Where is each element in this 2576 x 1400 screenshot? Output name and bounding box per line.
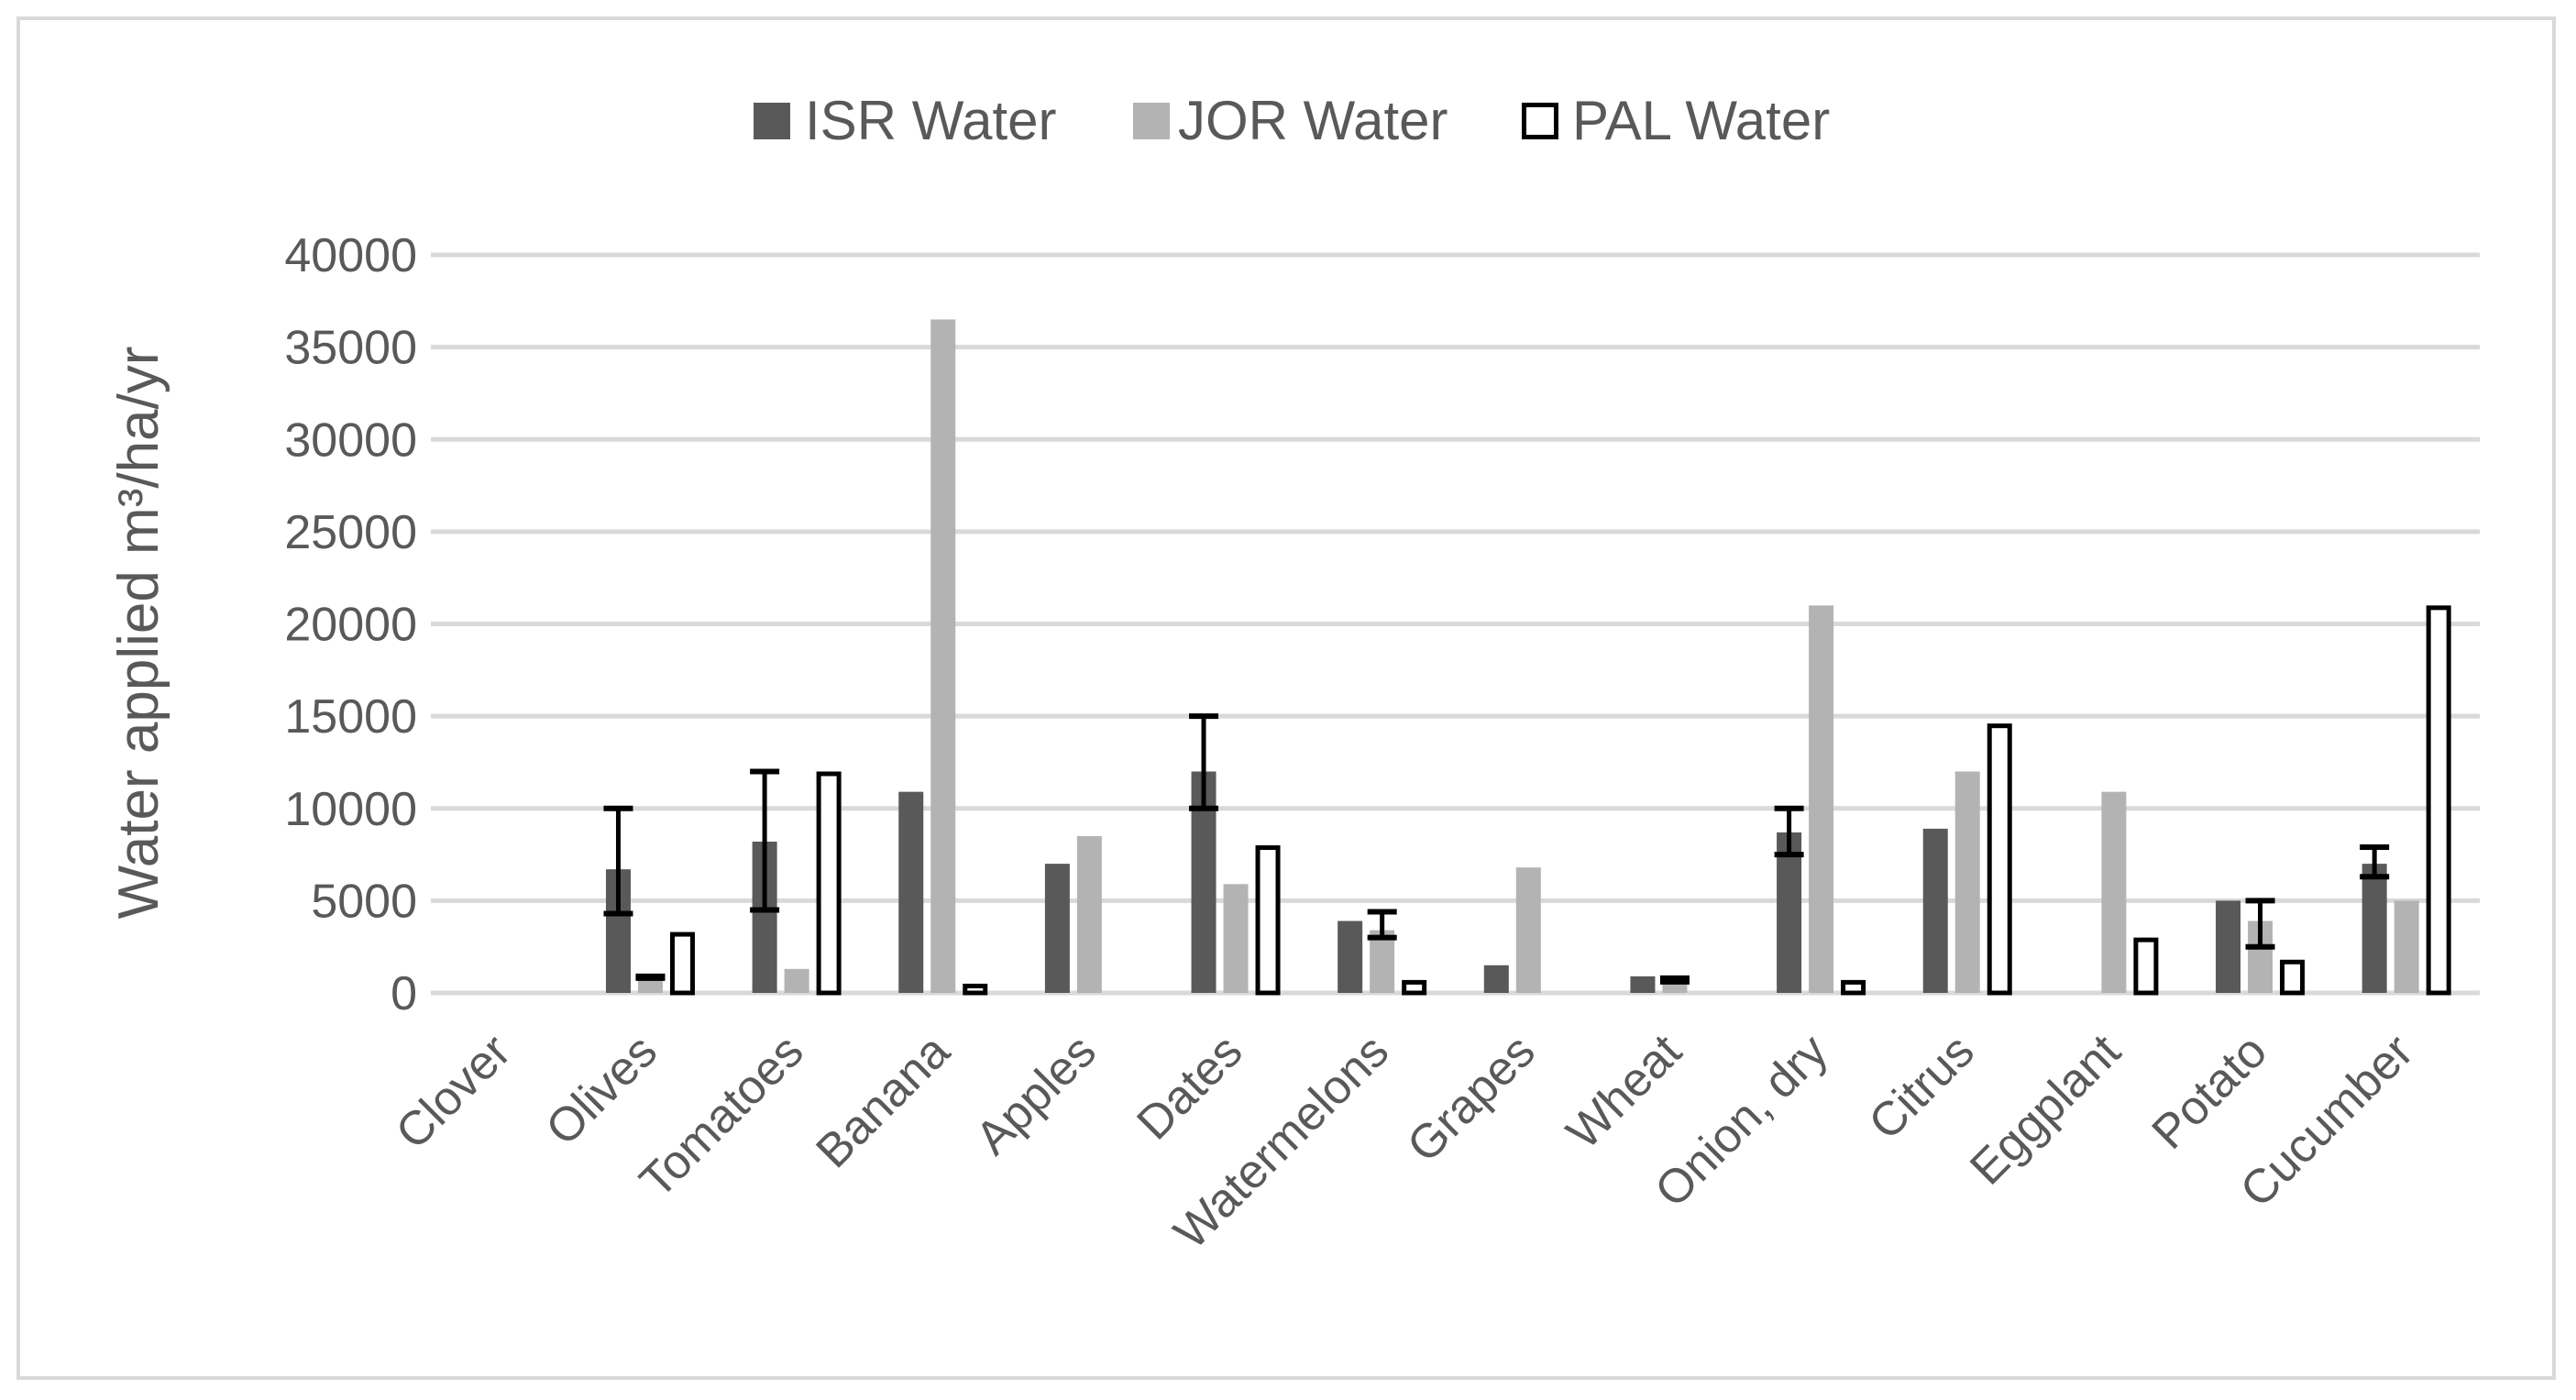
bar-isr-water — [1777, 832, 1802, 993]
x-tick-label: Apples — [965, 1024, 1106, 1164]
bar-pal-water — [1841, 979, 1866, 996]
legend-label: PAL Water — [1572, 90, 1830, 151]
bar-jor-water — [2394, 900, 2419, 993]
legend: ISR Water JOR Water PAL Water — [754, 90, 1830, 151]
legend-label: JOR Water — [1178, 90, 1448, 151]
bar-pal-water — [816, 771, 842, 996]
x-tick-label: Potato — [2142, 1024, 2277, 1159]
bar-pal-water — [1402, 979, 1427, 996]
x-tick-label: Eggplant — [1960, 1024, 2131, 1196]
x-tick-label: Clover — [386, 1024, 521, 1159]
y-axis-label: Water applied m³/ha/yr — [107, 347, 171, 920]
bar-isr-water — [2361, 864, 2387, 993]
bar-jor-water — [1954, 771, 1980, 993]
legend-swatch — [754, 103, 790, 139]
x-tick-label: Grapes — [1397, 1024, 1546, 1173]
bar-pal-water — [2280, 959, 2306, 996]
bar-isr-water — [1338, 920, 1363, 993]
y-tick-label: 25000 — [284, 506, 417, 559]
bar-pal-water — [1987, 723, 2012, 996]
bar-isr-water — [1044, 864, 1070, 993]
bars — [605, 319, 2451, 996]
error-bars — [603, 713, 2390, 985]
legend-label: ISR Water — [805, 90, 1056, 151]
bar-pal-water — [2426, 605, 2451, 996]
bar-jor-water — [1515, 867, 1541, 993]
x-tick-label: Tomatoes — [630, 1024, 813, 1207]
bar-jor-water — [1809, 605, 1834, 993]
chart-frame — [17, 17, 2556, 1380]
bar-jor-water — [930, 319, 956, 993]
y-tick-label: 40000 — [284, 229, 417, 282]
legend-swatch — [1133, 103, 1170, 139]
y-axis-ticks: 0 5000 10000 15000 20000 25000 30000 35000 40000 — [284, 229, 417, 1020]
y-tick-label: 0 — [391, 967, 417, 1020]
bar-pal-water — [2133, 937, 2159, 996]
bar-isr-water — [1922, 828, 1948, 993]
bar-pal-water — [669, 931, 695, 996]
bar-isr-water — [1630, 976, 1656, 993]
x-tick-label: Olives — [536, 1024, 667, 1155]
bar-jor-water — [1370, 930, 1395, 993]
bar-isr-water — [1483, 965, 1509, 993]
bar-jor-water — [637, 977, 663, 993]
y-tick-label: 30000 — [284, 413, 417, 467]
bar-jor-water — [1076, 835, 1102, 993]
bar-pal-water — [1255, 845, 1281, 996]
bar-jor-water — [2101, 791, 2127, 993]
bar-jor-water — [784, 968, 809, 993]
y-tick-label: 15000 — [284, 690, 417, 744]
bar-isr-water — [2216, 900, 2241, 993]
x-tick-label: Citrus — [1859, 1024, 1985, 1150]
y-tick-label: 5000 — [311, 875, 417, 928]
y-tick-label: 10000 — [284, 783, 417, 836]
y-tick-label: 35000 — [284, 322, 417, 375]
bar-jor-water — [1662, 981, 1688, 993]
bar-isr-water — [898, 791, 924, 993]
x-tick-label: Wheat — [1557, 1024, 1692, 1160]
x-tick-label: Dates — [1127, 1024, 1252, 1150]
y-tick-label: 20000 — [284, 599, 417, 652]
bar-pal-water — [963, 983, 988, 996]
legend-swatch — [1522, 103, 1558, 139]
gridlines — [431, 252, 2480, 996]
bar-jor-water — [1223, 884, 1249, 993]
x-tick-label: Banana — [806, 1024, 960, 1178]
